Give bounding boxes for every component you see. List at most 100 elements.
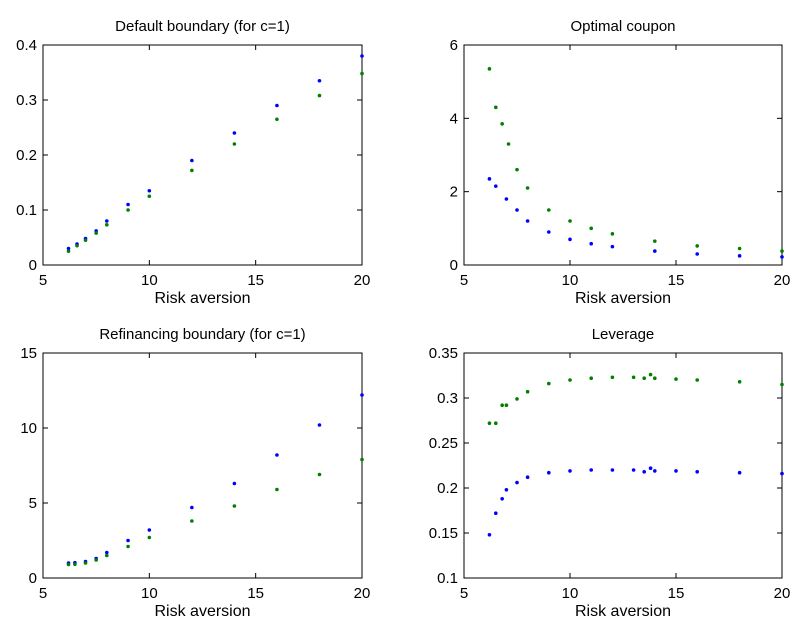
panel-refinancing-boundary: Refinancing boundary (for c=1)5 10 15 20051… bbox=[20, 326, 370, 620]
data-point bbox=[525, 475, 530, 480]
data-point bbox=[780, 382, 784, 387]
data-point bbox=[631, 468, 636, 472]
data-point bbox=[317, 423, 322, 427]
data-point bbox=[190, 158, 194, 163]
data-point bbox=[487, 421, 492, 426]
data-point bbox=[317, 78, 322, 83]
series-1 bbox=[487, 67, 784, 253]
data-point bbox=[83, 561, 88, 565]
data-point bbox=[610, 375, 615, 380]
y-tick-label: 0.1 bbox=[16, 202, 37, 219]
data-point bbox=[487, 67, 492, 71]
data-point bbox=[275, 117, 279, 122]
panel-leverage: Leverage 5 10 15 20 0.1 0.15 0.2 0.25 0.3 0.35 Risk… bbox=[429, 326, 791, 620]
data-point bbox=[737, 380, 742, 384]
data-point bbox=[737, 246, 742, 251]
data-point bbox=[547, 381, 551, 386]
data-point bbox=[232, 504, 237, 508]
series-1 bbox=[487, 372, 784, 426]
data-point bbox=[73, 562, 77, 566]
data-point bbox=[515, 397, 519, 401]
data-point bbox=[648, 466, 653, 471]
data-point bbox=[515, 208, 519, 212]
data-point bbox=[190, 168, 194, 173]
axes-box bbox=[42, 44, 363, 266]
data-point bbox=[674, 377, 678, 381]
data-point bbox=[232, 481, 237, 486]
x-axis-title: Risk aversion bbox=[154, 290, 250, 307]
data-point bbox=[589, 241, 593, 246]
axes-box bbox=[463, 352, 783, 579]
data-point bbox=[589, 226, 593, 231]
data-point bbox=[653, 239, 657, 243]
y-tick-label: 0.35 bbox=[429, 345, 458, 362]
data-point bbox=[190, 519, 194, 523]
axes-box bbox=[42, 352, 363, 579]
data-point bbox=[105, 219, 109, 223]
data-point bbox=[75, 243, 79, 248]
y-tick-label: 0.3 bbox=[16, 92, 37, 109]
x-tick-label: 5 bbox=[39, 272, 47, 289]
data-point bbox=[695, 470, 699, 474]
x-tick-label: 20 bbox=[354, 272, 371, 289]
x-tick-label: 10 bbox=[141, 272, 158, 289]
data-point bbox=[589, 468, 593, 472]
data-point bbox=[500, 403, 504, 408]
data-point bbox=[360, 457, 364, 462]
data-point bbox=[525, 389, 530, 394]
y-tick-label: 0.2 bbox=[16, 147, 37, 164]
data-point bbox=[506, 142, 511, 146]
data-point bbox=[360, 54, 364, 58]
data-point bbox=[494, 105, 498, 110]
data-point bbox=[589, 376, 593, 381]
data-point bbox=[232, 142, 237, 146]
data-point bbox=[360, 393, 364, 397]
data-point bbox=[737, 470, 742, 475]
axes-box bbox=[463, 44, 783, 266]
data-point bbox=[642, 470, 646, 474]
data-point bbox=[105, 223, 109, 227]
y-tick-label: 0 bbox=[29, 570, 37, 587]
data-point bbox=[147, 528, 152, 532]
data-point bbox=[360, 71, 364, 76]
x-tick-label: 20 bbox=[774, 272, 791, 289]
data-point bbox=[568, 237, 572, 242]
x-tick-label: 10 bbox=[141, 585, 158, 602]
data-point bbox=[275, 103, 279, 108]
data-point bbox=[275, 487, 279, 492]
panel-optimal-coupon: Optimal coupon 5 10 15 20 0 2 4 6 Risk aversion bbox=[450, 18, 791, 307]
data-point bbox=[487, 177, 492, 181]
x-tick-label: 5 bbox=[460, 585, 468, 602]
plot-title: Leverage bbox=[592, 326, 655, 343]
x-tick-label: 5 bbox=[460, 272, 468, 289]
y-tick-label: 0.3 bbox=[437, 390, 458, 407]
data-point bbox=[525, 186, 530, 190]
series-1 bbox=[66, 457, 364, 567]
x-axis-title: Risk aversion bbox=[575, 290, 671, 307]
y-tick-label: 15 bbox=[20, 345, 37, 362]
y-tick-label: 0 bbox=[29, 257, 37, 274]
data-point bbox=[653, 249, 657, 253]
data-point bbox=[568, 378, 572, 382]
x-tick-label: 5 bbox=[39, 585, 47, 602]
data-point bbox=[515, 480, 519, 485]
data-point bbox=[568, 469, 572, 473]
data-point bbox=[631, 375, 636, 380]
data-point bbox=[94, 558, 98, 562]
data-point bbox=[317, 472, 322, 477]
data-point bbox=[737, 254, 742, 258]
series-0 bbox=[487, 466, 784, 537]
data-point bbox=[494, 184, 498, 188]
data-point bbox=[547, 230, 551, 234]
y-tick-label: 4 bbox=[450, 110, 458, 127]
plot-title: Refinancing boundary (for c=1) bbox=[99, 326, 305, 343]
x-tick-label: 15 bbox=[668, 585, 685, 602]
data-point bbox=[547, 470, 551, 475]
data-point bbox=[695, 378, 699, 382]
x-tick-label: 20 bbox=[774, 585, 791, 602]
data-point bbox=[780, 255, 784, 259]
data-point bbox=[494, 511, 498, 515]
data-point bbox=[232, 131, 237, 135]
data-point bbox=[105, 550, 109, 555]
